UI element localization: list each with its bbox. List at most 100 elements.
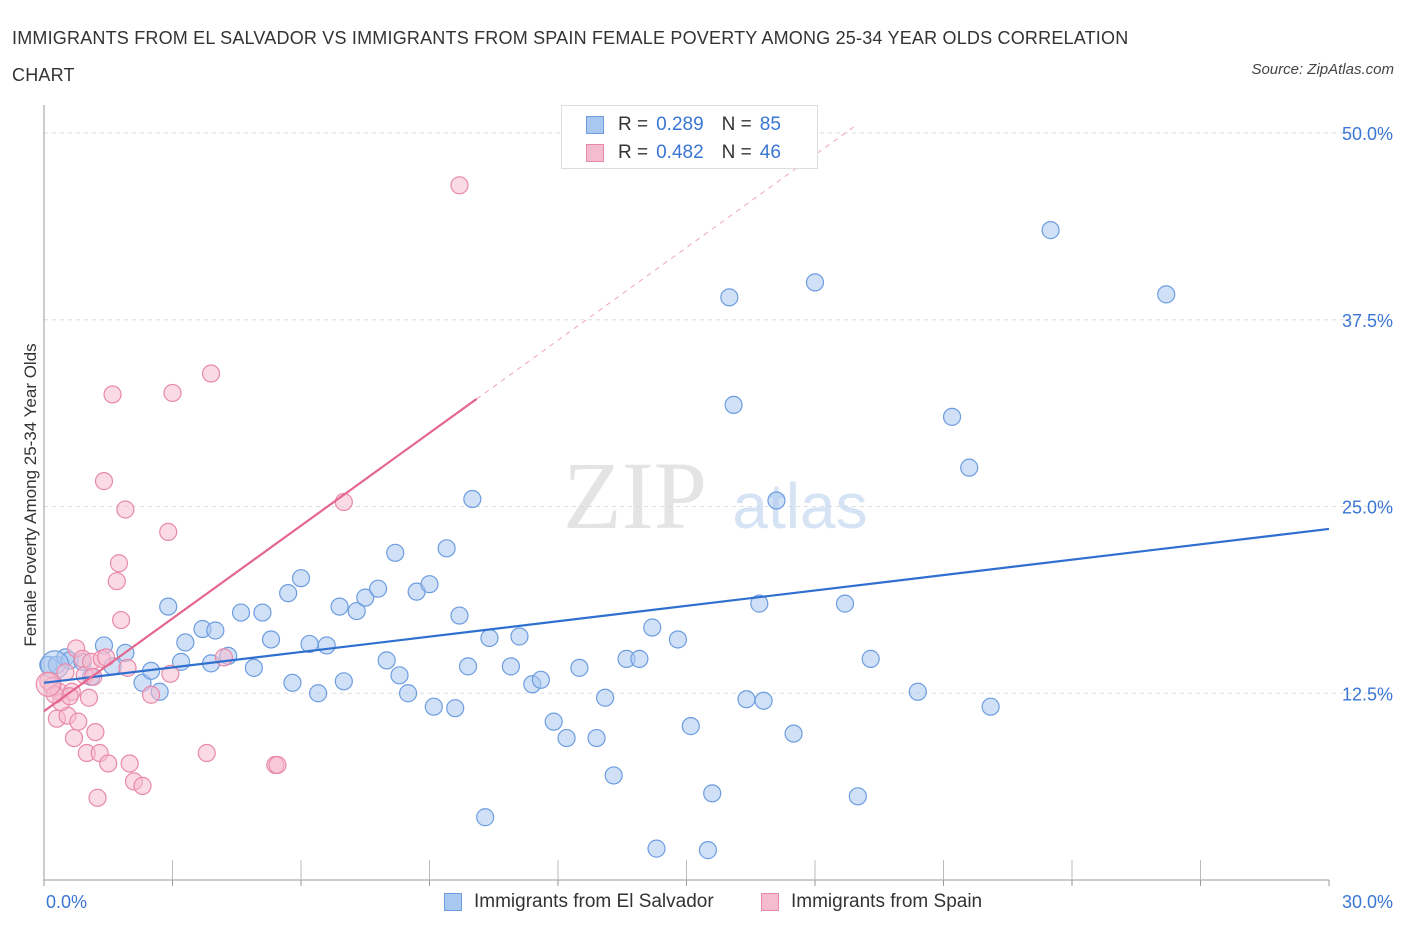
point-el-salvador [570, 658, 589, 677]
point-el-salvador [480, 628, 499, 648]
point-spain [197, 743, 216, 763]
point-el-salvador [960, 458, 979, 477]
bottom-legend-spain: Immigrants from Spain [761, 890, 982, 914]
point-el-salvador [231, 603, 251, 622]
legend-r-value: 0.482 [656, 142, 704, 163]
point-el-salvador [253, 603, 272, 622]
point-el-salvador [942, 407, 962, 426]
y-tick-label: 12.5% [1342, 684, 1393, 704]
point-el-salvador [981, 697, 1000, 716]
point-spain [99, 754, 118, 773]
point-el-salvador [805, 273, 825, 292]
point-el-salvador [587, 728, 606, 748]
point-el-salvador [698, 841, 718, 860]
point-el-salvador [463, 489, 482, 509]
point-spain [109, 554, 129, 573]
y-axis-label: Female Poverty Among 25-34 Year Olds [21, 343, 40, 647]
watermark-zip: ZIP [563, 442, 707, 549]
point-el-salvador [159, 597, 178, 616]
point-el-salvador [390, 666, 409, 685]
point-el-salvador [681, 717, 700, 736]
axes [43, 105, 1330, 886]
trend-line-spain [43, 398, 478, 713]
point-spain [69, 712, 88, 731]
point-el-salvador [531, 670, 550, 689]
bottom-legend-el-salvador: Immigrants from El Salvador [444, 890, 714, 914]
point-el-salvador [848, 787, 867, 806]
series-el-salvador [39, 221, 1176, 860]
point-spain [159, 522, 178, 541]
point-el-salvador [244, 658, 263, 677]
point-el-salvador [668, 630, 688, 649]
point-el-salvador [557, 728, 576, 748]
point-el-salvador [630, 649, 649, 668]
point-spain [56, 663, 75, 682]
point-el-salvador [501, 657, 520, 676]
watermark: ZIP atlas [563, 442, 868, 549]
point-el-salvador [908, 682, 927, 701]
point-el-salvador [369, 579, 388, 598]
point-spain [88, 788, 107, 807]
point-el-salvador [544, 712, 563, 731]
point-el-salvador [283, 673, 302, 692]
point-el-salvador [398, 684, 418, 703]
point-spain [103, 385, 122, 404]
point-spain [163, 383, 182, 403]
point-el-salvador [720, 288, 739, 307]
point-el-salvador [643, 618, 662, 637]
point-el-salvador [835, 594, 855, 613]
point-el-salvador [206, 621, 225, 640]
x-tick-label: 0.0% [46, 892, 87, 912]
legend-n-label: N = [721, 114, 752, 135]
point-spain [64, 728, 84, 748]
point-el-salvador [424, 697, 443, 716]
y-tick-label: 50.0% [1342, 124, 1393, 144]
point-el-salvador [458, 657, 478, 676]
point-el-salvador [510, 627, 529, 646]
point-el-salvador [317, 636, 336, 655]
point-el-salvador [386, 543, 405, 562]
point-spain [450, 176, 469, 195]
tick-labels: 12.5% 25.0% 37.5% 50.0% 0.0% 30.0% [46, 124, 1393, 912]
point-el-salvador [334, 672, 353, 691]
legend-n-value: 46 [759, 142, 781, 163]
point-el-salvador [330, 597, 349, 616]
legend-row-el-salvador: R = 0.289 N = 85 [586, 113, 781, 137]
legend-n-label: N = [721, 142, 752, 163]
point-el-salvador [703, 784, 722, 803]
point-el-salvador [377, 651, 396, 670]
point-el-salvador [737, 690, 756, 709]
bottom-legend-swatch-blue [444, 893, 462, 911]
point-el-salvador [261, 630, 281, 649]
point-spain [201, 364, 221, 383]
point-el-salvador [420, 575, 439, 594]
point-spain [268, 755, 287, 775]
legend-r-value: 0.289 [656, 114, 704, 135]
legend-r-label: R = [618, 142, 649, 163]
point-el-salvador [476, 808, 495, 827]
correlation-legend: R = 0.289 N = 85 R = 0.482 N = 46 [561, 105, 818, 169]
point-el-salvador [450, 606, 469, 625]
point-el-salvador [784, 724, 803, 743]
point-el-salvador [279, 584, 298, 603]
bottom-legend-swatch-pink [761, 893, 779, 911]
legend-n-value: 85 [759, 114, 781, 135]
point-el-salvador [750, 594, 769, 613]
chart-title: IMMIGRANTS FROM EL SALVADOR VS IMMIGRANT… [12, 28, 1129, 85]
legend-swatch-pink [586, 144, 604, 162]
point-spain [120, 754, 139, 773]
point-el-salvador [309, 684, 328, 703]
point-spain [94, 472, 114, 491]
trend-line-el-salvador [43, 527, 1330, 684]
point-el-salvador [347, 601, 366, 621]
point-el-salvador [754, 691, 773, 710]
bottom-legend-label: Immigrants from El Salvador [474, 891, 714, 912]
y-tick-label: 25.0% [1342, 498, 1393, 518]
trend-line-spain-extension [476, 126, 854, 400]
point-el-salvador [596, 688, 615, 707]
point-spain [214, 648, 233, 667]
point-el-salvador [724, 395, 743, 415]
point-spain [111, 610, 131, 630]
point-spain [86, 722, 105, 742]
